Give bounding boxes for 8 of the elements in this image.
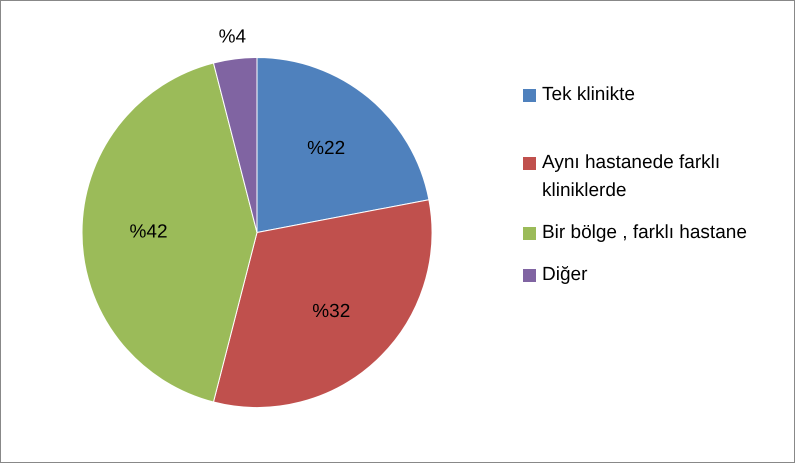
data-label: %4 (218, 26, 246, 48)
legend-label: Diğer (542, 263, 588, 287)
legend-label: Aynı hastanede farklı kliniklerde (542, 151, 722, 203)
data-label: %42 (129, 222, 168, 243)
data-label: %32 (312, 300, 350, 322)
legend-label: Bir bölge , farklı hastane (542, 221, 747, 245)
data-label: %22 (307, 138, 346, 160)
legend-label: Tek klinikte (542, 83, 635, 107)
